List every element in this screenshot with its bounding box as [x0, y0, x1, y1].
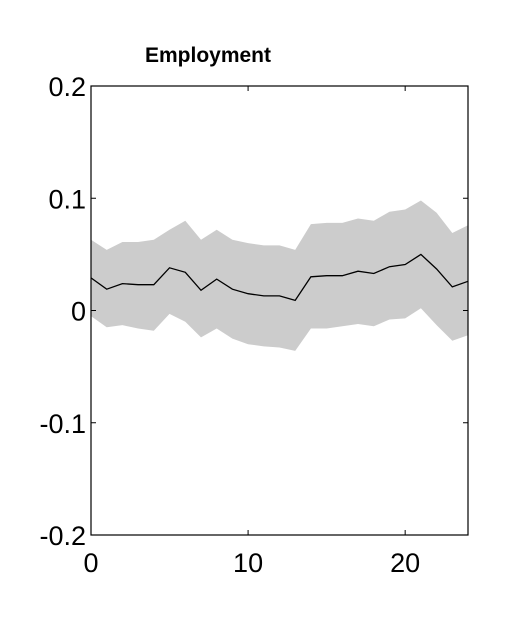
y-tick-label: 0.2 — [48, 72, 86, 102]
x-tick-label: 0 — [83, 548, 98, 578]
x-tick-label: 10 — [233, 548, 263, 578]
y-tick-label: -0.2 — [39, 521, 86, 551]
y-tick-label: -0.1 — [39, 409, 86, 439]
confidence-band — [91, 201, 468, 351]
y-tick-label: 0 — [71, 297, 86, 327]
x-tick-label: 20 — [390, 548, 420, 578]
y-tick-label: 0.1 — [48, 184, 86, 214]
chart-title: Employment — [145, 44, 271, 67]
